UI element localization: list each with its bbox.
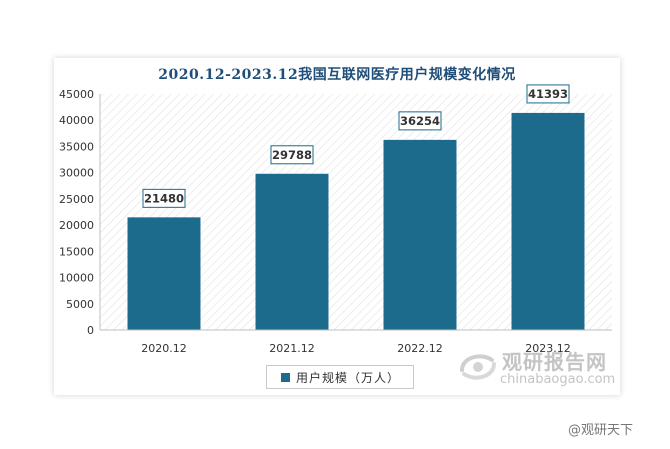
watermark-source: @观研天下 (568, 423, 634, 438)
chart-title: 2020.12-2023.12我国互联网医疗用户规模变化情况 (158, 67, 516, 83)
y-tick-label: 40000 (59, 114, 94, 127)
y-tick-label: 20000 (59, 219, 94, 232)
data-label-box (270, 145, 314, 165)
data-label: 36254 (400, 114, 440, 128)
legend: 用户规模（万人） (266, 365, 414, 389)
bar (383, 139, 457, 330)
y-tick-label: 15000 (59, 245, 94, 258)
legend-label: 用户规模（万人） (296, 370, 401, 385)
y-tick-label: 10000 (59, 272, 94, 285)
legend-swatch (281, 372, 290, 382)
data-label-box (142, 188, 186, 208)
y-tick-label: 30000 (59, 167, 94, 180)
y-tick-label: 35000 (59, 140, 94, 153)
data-label: 29788 (272, 148, 312, 162)
y-tick-label: 0 (87, 324, 94, 337)
bar (255, 173, 329, 330)
x-tick-label: 2023.12 (525, 342, 571, 355)
bar (127, 217, 201, 330)
bar (511, 112, 585, 330)
x-tick-label: 2022.12 (397, 342, 443, 355)
watermark-logo-icon (460, 354, 496, 380)
y-tick-label: 5000 (66, 298, 94, 311)
x-tick-label: 2020.12 (141, 342, 187, 355)
x-tick-label: 2021.12 (269, 342, 315, 355)
data-label-box (526, 84, 570, 104)
y-tick-label: 45000 (59, 88, 94, 101)
data-label: 21480 (144, 191, 184, 205)
chart-card: 2020.12-2023.12我国互联网医疗用户规模变化情况 0 5000 1000… (54, 58, 620, 395)
data-label: 41393 (528, 87, 568, 101)
data-label-box (398, 111, 442, 131)
bar-chart: 0 5000 10000 15000 20000 25000 30000 35000 40000… (59, 84, 612, 355)
watermark-brand: 观研报告网 (502, 350, 607, 374)
y-tick-label: 25000 (59, 193, 94, 206)
watermark-url: chinabaogao.com (500, 372, 616, 387)
